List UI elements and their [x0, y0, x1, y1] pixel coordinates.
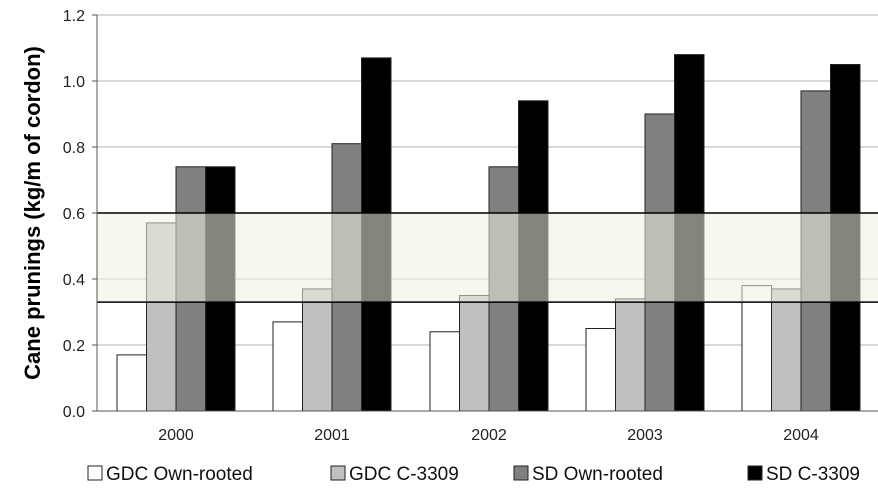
legend-item: GDC Own-rooted — [87, 464, 253, 485]
y-tick-label: 0.8 — [63, 140, 85, 157]
legend-item: GDC C-3309 — [330, 464, 459, 485]
y-tick-labels: 0.0 0.2 0.4 0.6 0.8 1.0 1.2 — [63, 8, 85, 421]
y-tick-label: 1.0 — [63, 74, 85, 91]
x-tick-label: 2001 — [314, 427, 350, 444]
bar-gdc-own-rooted-2000 — [116, 354, 147, 412]
legend: GDC Own-rooted GDC C-3309 SD Own-rooted SD … — [87, 464, 860, 485]
target-band-fill — [97, 213, 878, 303]
legend-label: GDC C-3309 — [349, 464, 459, 485]
legend-label: GDC Own-rooted — [106, 464, 253, 485]
bar-gdc-own-rooted-2004 — [741, 285, 772, 412]
y-tick-label: 0.4 — [63, 272, 85, 289]
legend-swatch — [513, 465, 529, 481]
axes — [92, 14, 878, 412]
bar-gdc-own-rooted-2001 — [272, 321, 303, 412]
legend-label: SD Own-rooted — [532, 464, 663, 485]
legend-item: SD C-3309 — [747, 464, 860, 485]
bar-gdc-own-rooted-2002 — [429, 331, 460, 412]
bar-gdc-c-3309-2002 — [459, 295, 490, 412]
legend-swatch — [747, 465, 763, 481]
x-tick-label: 2004 — [783, 427, 819, 444]
bar-gdc-c-3309-2001 — [302, 288, 333, 412]
legend-item: SD Own-rooted — [513, 464, 663, 485]
bar-gdc-own-rooted-2003 — [585, 328, 616, 412]
target-band — [97, 212, 878, 303]
x-tick-labels: 2000 2001 2002 2003 2004 — [158, 427, 819, 444]
legend-label: SD C-3309 — [766, 464, 860, 485]
bar-gdc-c-3309-2004 — [771, 288, 802, 412]
y-tick-label: 0.6 — [63, 206, 85, 223]
legend-swatch — [87, 465, 103, 481]
y-tick-label: 0.0 — [63, 404, 85, 421]
y-tick-label: 1.2 — [63, 8, 85, 25]
x-tick-label: 2003 — [627, 427, 663, 444]
bar-gdc-c-3309-2003 — [615, 298, 646, 412]
y-tick-label: 0.2 — [63, 338, 85, 355]
x-tick-label: 2000 — [158, 427, 194, 444]
y-axis-title: Cane prunings (kg/m of cordon) — [20, 46, 45, 380]
legend-swatch — [330, 465, 346, 481]
x-tick-label: 2002 — [471, 427, 507, 444]
